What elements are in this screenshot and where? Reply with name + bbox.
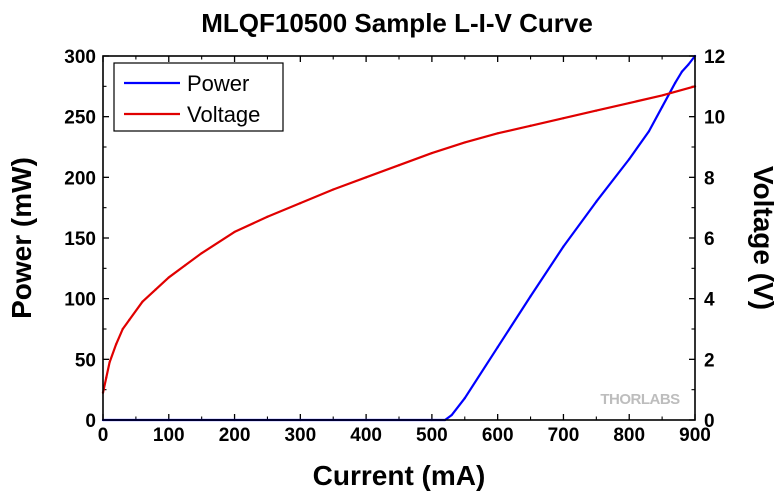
y-axis-label: Power (mW) [6,157,37,319]
x-tick-label: 700 [548,425,580,446]
y-tick-label: 100 [64,290,96,311]
y-tick-label: 250 [64,108,96,129]
y-tick-label: 300 [64,47,96,68]
x-tick-label: 500 [416,425,448,446]
y2-axis-label: Voltage (V) [748,166,779,310]
x-tick-label: 300 [284,425,316,446]
power-point [680,70,683,73]
y2-tick-label: 6 [704,229,715,250]
y2-tick-label: 0 [704,411,715,432]
voltage-point [266,215,269,218]
voltage-point [365,176,368,179]
voltage-point [562,117,565,120]
power-point [687,63,690,66]
legend: Power Voltage [113,62,284,132]
voltage-point [167,276,170,279]
y-tick-label: 50 [75,350,96,371]
voltage-point [121,327,124,331]
x-tick-label: 200 [219,425,251,446]
series-line-voltage [101,85,697,394]
legend-label-power: Power [187,71,249,96]
voltage-point [430,151,433,155]
y-tick-label: 200 [64,168,96,189]
voltage-point [397,164,401,167]
x-tick-label: 400 [350,425,382,446]
x-tick-label: 0 [98,425,109,446]
voltage-point [115,343,118,346]
y2-tick-label: 12 [704,47,725,68]
power-point [450,414,453,417]
voltage-point [128,318,131,321]
x-tick-label: 600 [482,425,514,446]
x-tick-label: 900 [679,425,711,446]
power-point [529,295,532,298]
legend-label-voltage: Voltage [187,102,260,127]
power-point [463,397,466,400]
voltage-point [595,109,598,112]
x-tick-label: 800 [613,425,645,446]
y2-tick-label: 8 [704,168,715,189]
chart-title: MLQF10500 Sample L-I-V Curve [201,8,593,38]
y-tick-label: 150 [64,229,96,250]
power-point [496,346,499,349]
x-tick-label: 100 [153,425,185,446]
voltage-point [154,288,157,291]
power-point [595,200,598,203]
voltage-point [108,361,111,364]
voltage-point [105,376,108,379]
power-point [562,245,565,248]
power-point [628,158,631,161]
legend-box [113,62,284,132]
voltage-point [184,264,187,267]
power-point [647,130,651,133]
voltage-point [529,124,532,127]
voltage-point [233,230,236,234]
voltage-point [141,300,144,303]
voltage-point [628,101,631,105]
voltage-point [299,202,302,205]
y2-tick-label: 4 [704,290,715,311]
y-tick-label: 0 [85,411,96,432]
power-point [661,105,664,109]
voltage-point [661,94,664,97]
x-axis-label: Current (mA) [313,460,486,491]
voltage-point [200,252,203,255]
thorlabs-watermark: THORLABS [600,391,680,408]
power-point [674,81,677,84]
voltage-point [332,188,335,191]
y2-tick-label: 2 [704,350,715,371]
plot-frame [102,55,696,421]
ticks-layer: 0 100 200 300 400 500 600 700 800 900050100150200… [64,47,725,446]
y2-tick-label: 10 [704,108,725,129]
voltage-point [496,132,499,135]
voltage-point [463,141,466,144]
